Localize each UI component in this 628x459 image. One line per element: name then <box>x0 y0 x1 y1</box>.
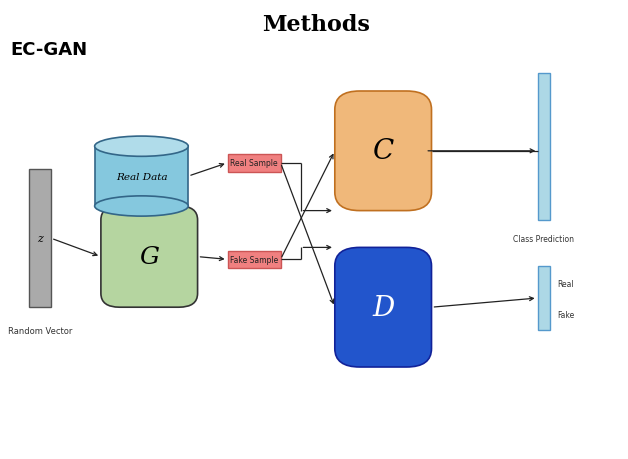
FancyBboxPatch shape <box>335 92 431 211</box>
FancyBboxPatch shape <box>101 207 198 308</box>
Bar <box>538 73 550 220</box>
Text: Methods: Methods <box>262 14 370 36</box>
Bar <box>227 155 281 172</box>
Bar <box>227 251 281 269</box>
Text: D: D <box>372 294 394 321</box>
Bar <box>538 266 550 330</box>
Text: Class Prediction: Class Prediction <box>513 234 574 243</box>
Text: Real Data: Real Data <box>116 172 167 181</box>
Text: Fake: Fake <box>558 310 575 319</box>
Text: EC-GAN: EC-GAN <box>11 41 87 59</box>
Text: Real: Real <box>558 280 574 289</box>
Text: Random Vector: Random Vector <box>8 326 72 335</box>
Text: Fake Sample: Fake Sample <box>230 255 278 264</box>
Text: z: z <box>37 234 43 244</box>
Text: G: G <box>139 246 160 269</box>
Ellipse shape <box>95 196 188 217</box>
Ellipse shape <box>95 137 188 157</box>
Text: C: C <box>372 138 394 165</box>
FancyBboxPatch shape <box>335 248 431 367</box>
Bar <box>95 147 188 207</box>
Text: Real Sample: Real Sample <box>230 159 278 168</box>
Bar <box>29 170 51 308</box>
